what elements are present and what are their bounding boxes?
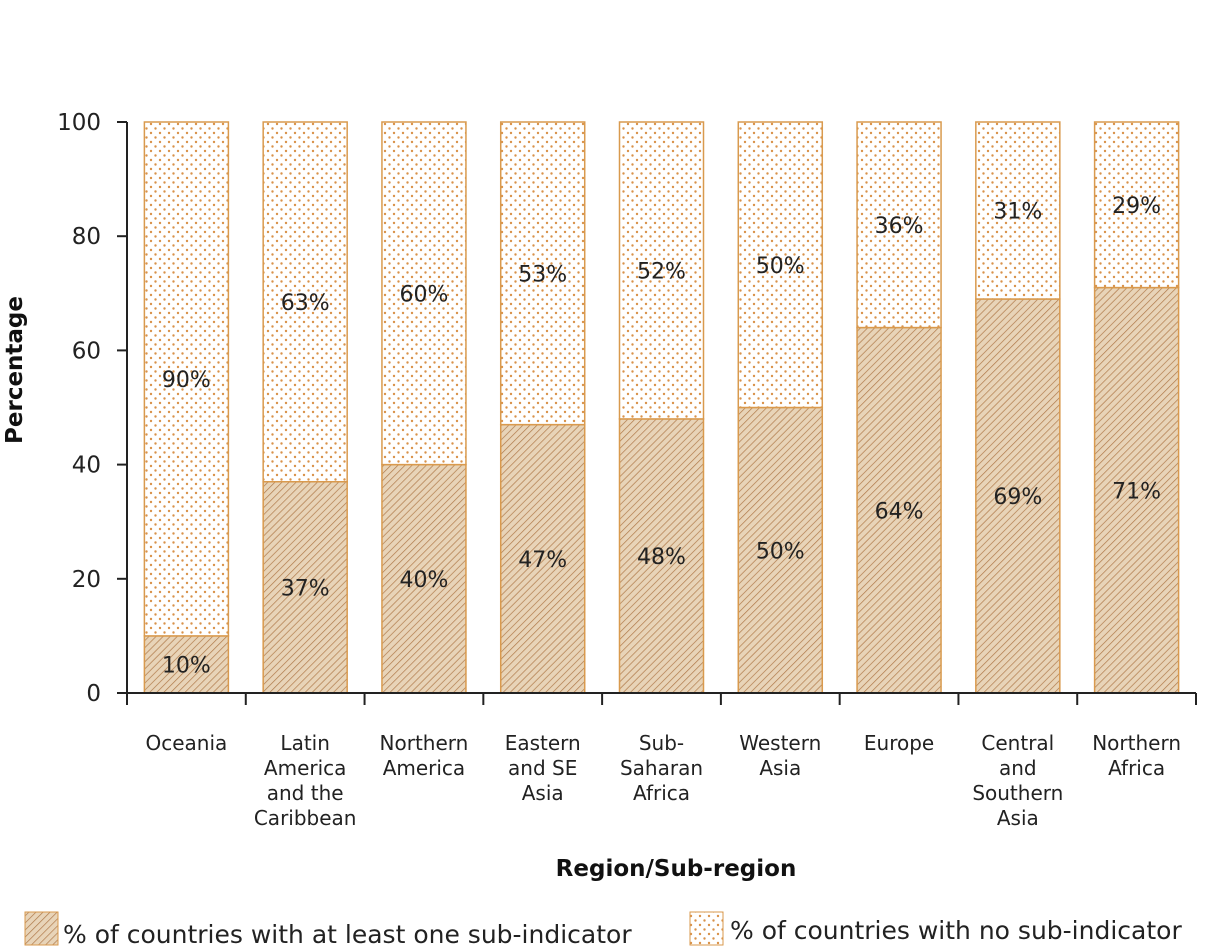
legend-swatch-dots [689,911,724,946]
bar-segment-none [737,121,824,409]
legend-swatch-hatch [24,911,59,946]
category-label: Europe [864,731,934,755]
category-label-line: Europe [864,731,934,755]
category-label-line: Oceania [145,731,227,755]
category-label-line: Africa [633,781,690,805]
data-label: 60% [399,282,448,307]
y-tick-label: 0 [86,681,101,707]
category-label-line: America [264,756,347,780]
bar-segment-at-least-one [381,463,467,694]
category-label-line: Sub- [639,731,684,755]
data-label: 71% [1112,479,1161,504]
data-label: 37% [281,576,330,601]
data-label: 40% [399,568,448,593]
bar-segment-at-least-one [143,635,230,694]
category-label-line: Western [739,731,821,755]
bar-segment-none [856,121,942,329]
legend: % of countries with at least one sub-ind… [24,911,1182,949]
data-label: 29% [1112,194,1161,219]
data-label: 53% [518,262,567,287]
category-label-line: Asia [522,781,564,805]
category-label-line: Northern [1092,731,1181,755]
data-label: 69% [993,485,1042,510]
category-label: Western Asia [739,731,821,780]
legend-label-none: % of countries with no sub-indicator [730,916,1182,945]
bar-segment-none [381,121,467,466]
category-label-line: and the [267,781,344,805]
y-tick-label: 80 [72,224,101,250]
category-label-line: Africa [1108,756,1165,780]
y-tick-label: 20 [72,567,101,593]
category-label-line: Northern [380,731,469,755]
category-label: Eastern and SE Asia [505,731,581,805]
x-axis-title: Region/Sub-region [556,856,797,882]
bar-segment-none [1093,121,1180,289]
category-labels: Oceania Latin America and the CaribbeanNorth… [145,731,1181,830]
legend-label-at-least-one: % of countries with at least one sub-ind… [63,920,632,949]
data-label: 10% [162,653,211,678]
category-label-line: Saharan [620,756,703,780]
data-labels-layer: 10% 90% 37% 63% 40% 60% 47% 53% 48% 52% 50% 50% 64% 3… [162,194,1161,679]
bar-segment-at-least-one [737,406,824,694]
category-label-line: Asia [759,756,801,780]
category-label-line: America [383,756,466,780]
bar-segment-at-least-one [856,326,942,694]
category-label-line: Southern [972,781,1063,805]
bar-segment-none [975,121,1061,300]
data-label: 90% [162,368,211,393]
data-label: 50% [756,254,805,279]
y-tick-label: 100 [57,110,101,136]
bar-segment-none [143,121,230,637]
bar-segment-at-least-one [975,298,1061,694]
category-label: Northern Africa [1092,731,1181,780]
data-label: 31% [993,200,1042,225]
category-label-line: Central [981,731,1054,755]
bars-layer [143,121,1180,694]
y-axis-title: Percentage [2,296,28,444]
category-label-line: Caribbean [254,806,357,830]
axes [126,122,1196,694]
bar-segment-none [262,121,348,483]
category-label-line: Eastern [505,731,581,755]
data-label: 64% [875,499,924,524]
category-label-line: and SE [508,756,577,780]
y-tick-label: 40 [72,453,101,479]
category-label: Latin America and the Caribbean [254,731,357,830]
category-label: Northern America [380,731,469,780]
bar-segment-none [618,121,705,420]
data-label: 52% [637,259,686,284]
data-label: 50% [756,539,805,564]
y-tick-label: 60 [72,338,101,364]
y-ticks: 0 20 40 60 80 100 [57,110,127,707]
category-label: Oceania [145,731,227,755]
x-ticks [126,693,1197,705]
category-label-line: Asia [997,806,1039,830]
data-label: 47% [518,548,567,573]
bar-segment-at-least-one [1093,286,1180,694]
data-label: 48% [637,545,686,570]
bar-segment-none [499,121,586,426]
category-label-line: Latin [280,731,329,755]
category-label-line: and [999,756,1037,780]
category-label: Central and Southern Asia [972,731,1063,830]
data-label: 63% [281,291,330,316]
data-label: 36% [875,214,924,239]
category-label: Sub-Saharan Africa [620,731,703,805]
